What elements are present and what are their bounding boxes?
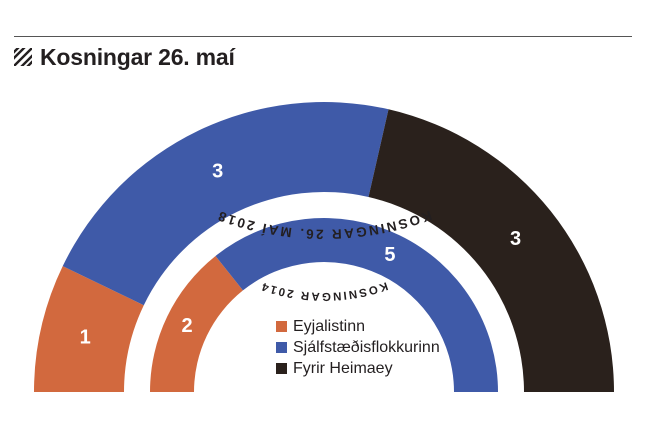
- chart-rings: 1 3 3 2 5: [34, 101, 614, 393]
- ring-1-segment-1: [215, 217, 498, 392]
- ring-1-seat-label-0: 2: [181, 315, 192, 337]
- ring-0-segment-2: [368, 109, 614, 393]
- legend-item-2: Fyrir Heimaey: [276, 358, 440, 379]
- ring-1-seat-label-1: 5: [384, 244, 395, 266]
- legend-swatch: [276, 321, 287, 332]
- legend-swatch: [276, 363, 287, 374]
- legend-label: Fyrir Heimaey: [293, 359, 393, 377]
- hatch-icon: [14, 48, 32, 66]
- legend-label: Sjálfstæðisflokkurinn: [293, 338, 440, 356]
- ring-1-title: KOSNINGAR 2014: [259, 279, 389, 302]
- legend-swatch: [276, 342, 287, 353]
- ring-0-seat-label-2: 3: [510, 228, 521, 250]
- top-rule: [14, 36, 632, 37]
- ring-0-seat-label-1: 3: [212, 160, 223, 182]
- header: Kosningar 26. maí: [14, 44, 235, 70]
- ring-0-segment-1: [62, 101, 389, 306]
- ring-0-segment-0: [34, 266, 144, 392]
- ring-0-seat-label-0: 1: [80, 326, 91, 348]
- page-title: Kosningar 26. maí: [40, 43, 235, 70]
- ring-1-segment-0: [150, 255, 243, 392]
- legend: Eyjalistinn Sjálfstæðisflokkurinn Fyrir He…: [276, 316, 440, 379]
- legend-label: Eyjalistinn: [293, 317, 366, 335]
- legend-item-0: Eyjalistinn: [276, 316, 440, 337]
- legend-item-1: Sjálfstæðisflokkurinn: [276, 337, 440, 358]
